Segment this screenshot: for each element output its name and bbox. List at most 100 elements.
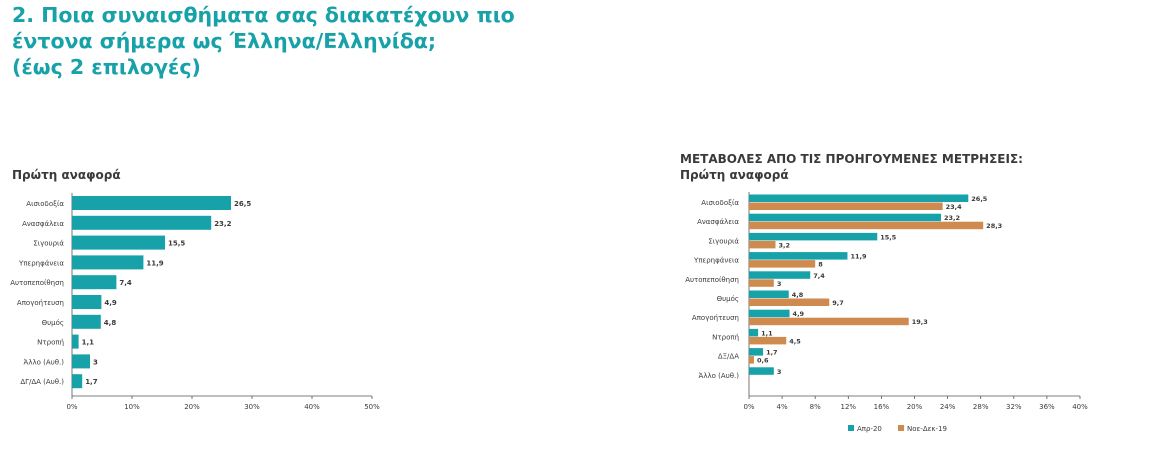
category-label: Ανασφάλεια xyxy=(22,220,64,228)
x-tick-label: 8% xyxy=(810,403,821,411)
x-tick-label: 24% xyxy=(940,403,956,411)
bar xyxy=(749,279,774,287)
data-label: 3,2 xyxy=(778,241,790,249)
data-label: 1,1 xyxy=(761,329,773,337)
bar xyxy=(72,235,165,250)
bar xyxy=(72,275,117,290)
bar xyxy=(749,213,941,222)
right-chart-heading: ΜΕΤΑΒΟΛΕΣ ΑΠΟ ΤΙΣ ΠΡΟΗΓΟΥΜΕΝΕΣ ΜΕΤΡΗΣΕΙΣ… xyxy=(680,151,1023,183)
legend-swatch xyxy=(898,425,904,431)
data-label: 23,2 xyxy=(944,214,960,222)
bar xyxy=(749,232,878,241)
category-label: Αισιοδοξία xyxy=(701,199,739,207)
data-label: 23,4 xyxy=(946,203,963,211)
category-label: Σιγουριά xyxy=(708,237,739,245)
data-label: 26,5 xyxy=(234,200,251,208)
x-tick-label: 50% xyxy=(364,403,380,411)
x-tick-label: 16% xyxy=(874,403,890,411)
category-label: Υπερηφάνεια xyxy=(693,257,739,265)
category-label: Ανασφάλεια xyxy=(697,218,739,226)
bar xyxy=(749,367,774,375)
category-label: Άλλο (Αυθ.) xyxy=(699,372,740,380)
bar xyxy=(72,295,102,309)
bar xyxy=(72,374,83,389)
left-chart-heading: Πρώτη αναφορά xyxy=(12,168,121,182)
category-label: Αυτοπεποίθηση xyxy=(10,279,64,287)
bar xyxy=(749,348,764,356)
x-tick-label: 40% xyxy=(1072,403,1088,411)
bar xyxy=(749,260,816,268)
x-tick-label: 20% xyxy=(907,403,923,411)
bar xyxy=(749,309,790,318)
data-label: 9,7 xyxy=(832,299,844,307)
data-label: 1,7 xyxy=(766,349,778,357)
title-line-1: 2. Ποια συναισθήματα σας διακατέχουν πιο xyxy=(12,3,515,27)
data-label: 4,9 xyxy=(793,310,805,318)
bar xyxy=(749,194,969,202)
category-label: Άλλο (Αυθ.) xyxy=(24,358,65,366)
right-bar-chart: 0% 4% 8% 12% 16% 20% 24% 28% 32% 36% 40% Αισιοδοξία… xyxy=(685,192,1088,433)
bar xyxy=(72,196,231,210)
bar xyxy=(72,215,212,230)
bar xyxy=(749,356,754,364)
data-label: 3 xyxy=(93,358,98,366)
bar xyxy=(749,252,848,260)
data-label: 15,5 xyxy=(880,233,897,241)
data-label: 19,3 xyxy=(912,318,928,326)
data-label: 11,9 xyxy=(850,253,867,261)
category-label: Απογοήτευση xyxy=(17,299,64,307)
category-label: ΔΞ/ΔΑ xyxy=(718,353,739,361)
right-chart-heading-line-2: Πρώτη αναφορά xyxy=(680,168,789,182)
x-tick-label: 0% xyxy=(66,403,77,411)
category-label: Θυμός xyxy=(42,319,64,327)
bar xyxy=(749,317,909,326)
data-label: 7,4 xyxy=(119,279,132,287)
left-bar-chart: 0% 10% 20% 30% 40% 50% Αισιοδοξία 26,5 Ανασφάλει… xyxy=(10,193,380,411)
x-tick-label: 40% xyxy=(304,403,320,411)
title-line-3: (έως 2 επιλογές) xyxy=(12,55,201,79)
data-label: 23,2 xyxy=(214,220,231,228)
data-label: 1,1 xyxy=(82,339,95,347)
category-label: Ντροπή xyxy=(712,333,739,341)
right-chart-heading-line-1: ΜΕΤΑΒΟΛΕΣ ΑΠΟ ΤΙΣ ΠΡΟΗΓΟΥΜΕΝΕΣ ΜΕΤΡΗΣΕΙΣ… xyxy=(680,152,1023,166)
x-tick-label: 10% xyxy=(124,403,140,411)
data-label: 15,5 xyxy=(168,240,185,248)
bar xyxy=(749,298,830,306)
x-tick-label: 20% xyxy=(184,403,200,411)
bar xyxy=(749,202,943,210)
data-label: 8 xyxy=(818,261,823,269)
bar xyxy=(749,328,759,337)
data-label: 4,9 xyxy=(104,299,117,307)
bar xyxy=(749,221,984,230)
category-label: Θυμός xyxy=(717,295,739,303)
x-tick-label: 0% xyxy=(743,403,754,411)
data-label: 7,4 xyxy=(813,272,825,280)
data-label: 4,5 xyxy=(789,337,801,345)
bar xyxy=(72,314,101,329)
data-label: 4,8 xyxy=(104,319,117,327)
data-label: 0,6 xyxy=(757,357,769,365)
category-label: Ντροπή xyxy=(37,339,64,347)
data-label: 3 xyxy=(777,280,782,288)
legend-swatch xyxy=(848,425,854,431)
bar xyxy=(72,255,144,270)
bar xyxy=(749,290,789,298)
category-label: Αυτοπεποίθηση xyxy=(685,276,739,284)
category-label: Σιγουριά xyxy=(33,240,64,248)
data-label: 3 xyxy=(777,368,782,376)
page-title: 2. Ποια συναισθήματα σας διακατέχουν πιο… xyxy=(12,2,515,80)
x-tick-label: 30% xyxy=(244,403,260,411)
legend-label: Απρ-20 xyxy=(857,425,882,433)
x-tick-label: 4% xyxy=(777,403,788,411)
bar xyxy=(749,271,811,279)
x-tick-label: 28% xyxy=(973,403,989,411)
data-label: 4,8 xyxy=(792,291,804,299)
x-tick-label: 32% xyxy=(1006,403,1022,411)
legend-label: Νοε-Δεκ-19 xyxy=(907,425,947,433)
title-line-2: έντονα σήμερα ως Έλληνα/Ελληνίδα; xyxy=(12,29,437,53)
bar xyxy=(749,240,776,249)
x-tick-label: 36% xyxy=(1039,403,1055,411)
data-label: 26,5 xyxy=(971,195,988,203)
category-label: ΔΓ/ΔΑ (Αυθ.) xyxy=(20,378,64,386)
